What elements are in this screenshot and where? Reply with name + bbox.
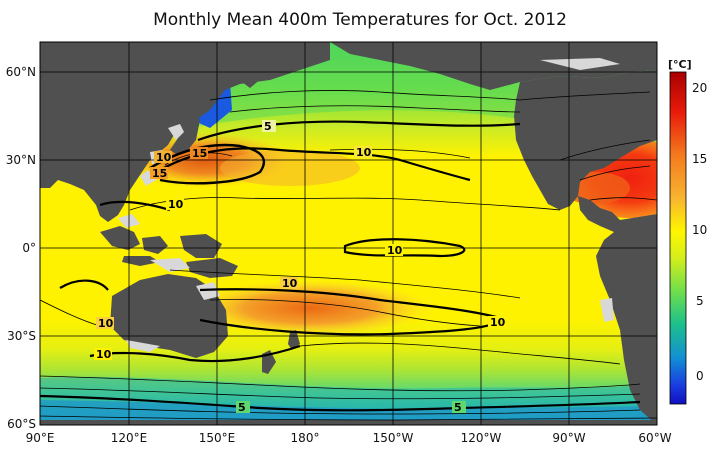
land — [40, 42, 657, 425]
contour-label: 5 — [238, 401, 246, 414]
colorbar-tick: 10 — [692, 223, 707, 237]
lon-tick: 150°W — [373, 431, 414, 445]
lon-tick: 90°W — [552, 431, 585, 445]
contour-labels: 5 10 15 10 10 15 10 10 10 10 10 5 5 — [94, 120, 506, 414]
colorbar-tick: 5 — [696, 294, 704, 308]
lat-tick: 30°N — [6, 153, 36, 167]
contour-label: 10 — [356, 146, 372, 159]
colorbar-tick: 0 — [696, 369, 704, 383]
colorbar-scale — [669, 71, 687, 405]
contour-label: 10 — [96, 348, 112, 361]
contour-label: 5 — [454, 401, 462, 414]
map-title: Monthly Mean 400m Temperatures for Oct. … — [153, 10, 567, 30]
graticule — [40, 42, 657, 425]
lat-tick: 60°N — [6, 65, 36, 79]
lon-tick: 60°W — [638, 431, 671, 445]
lon-tick: 120°E — [111, 431, 148, 445]
lat-axis: 60°N 30°N 0° 30°S 60°S — [6, 65, 36, 431]
lon-tick: 90°E — [26, 431, 55, 445]
lon-tick: 150°E — [199, 431, 236, 445]
lon-tick: 120°W — [461, 431, 502, 445]
lat-tick: 0° — [22, 241, 36, 255]
contour-label: 10 — [490, 316, 506, 329]
contour-label: 10 — [387, 244, 403, 257]
contour-label: 15 — [192, 147, 207, 160]
contour-label: 10 — [156, 151, 172, 164]
colorbar-tick: 15 — [692, 152, 707, 166]
contour-label: 15 — [152, 167, 167, 180]
shelf-areas — [118, 58, 620, 352]
contour-label: 10 — [98, 317, 114, 330]
contour-label: 10 — [282, 277, 298, 290]
contour-label: 10 — [168, 198, 184, 211]
colorbar-tick: 20 — [692, 81, 707, 95]
map-frame — [39, 41, 658, 426]
colorbar-unit: [°C] — [668, 58, 692, 71]
colorbar: [°C] 20 15 10 5 0 — [668, 58, 707, 405]
contour-label: 5 — [264, 120, 272, 133]
lat-tick: 60°S — [7, 417, 36, 431]
lat-tick: 30°S — [7, 329, 36, 343]
lon-axis: 90°E 120°E 150°E 180° 150°W 120°W 90°W 6… — [26, 431, 672, 445]
lon-tick: 180° — [291, 431, 320, 445]
